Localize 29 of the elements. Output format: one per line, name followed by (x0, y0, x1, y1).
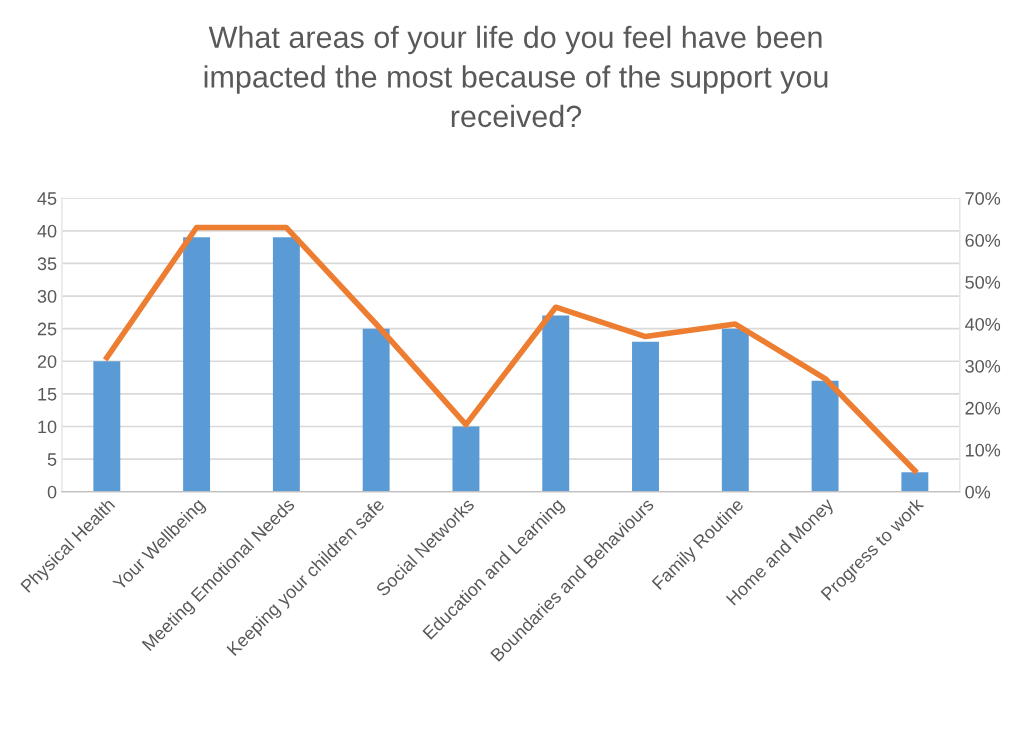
y2-tick-label: 70% (965, 192, 1001, 205)
y-tick-label: 35 (37, 257, 57, 271)
bar (272, 237, 300, 492)
bar (901, 472, 929, 492)
y2-tick-label: 50% (965, 276, 1001, 289)
y-tick-label: 30 (37, 289, 57, 303)
y2-tick-label: 20% (965, 401, 1001, 415)
bar (632, 341, 659, 492)
y-tick-label: 20 (37, 355, 57, 369)
y-tick-label: 25 (37, 322, 57, 336)
bar (721, 328, 749, 492)
chart-title: What areas of your life do you feel have been impacted the most because of the support you received? (204, 25, 828, 128)
bar (93, 361, 121, 492)
bar (362, 328, 390, 492)
y-tick-label: 15 (38, 388, 57, 401)
y-tick-label: 5 (47, 453, 57, 466)
bar (183, 237, 211, 492)
bar (542, 315, 570, 492)
bar (811, 380, 839, 492)
y2-tick-label: 40% (965, 317, 1001, 331)
y2-tick-label: 60% (965, 234, 1001, 247)
y2-tick-label: 30% (965, 359, 1001, 373)
y-tick-label: 40 (37, 224, 57, 238)
y-tick-label: 45 (37, 192, 57, 205)
y-tick-label: 10 (38, 420, 57, 434)
bar (452, 426, 480, 492)
y-tick-label: 0 (47, 485, 57, 499)
y2-tick-label: 0% (965, 485, 991, 499)
y2-tick-label: 10% (966, 443, 1001, 457)
